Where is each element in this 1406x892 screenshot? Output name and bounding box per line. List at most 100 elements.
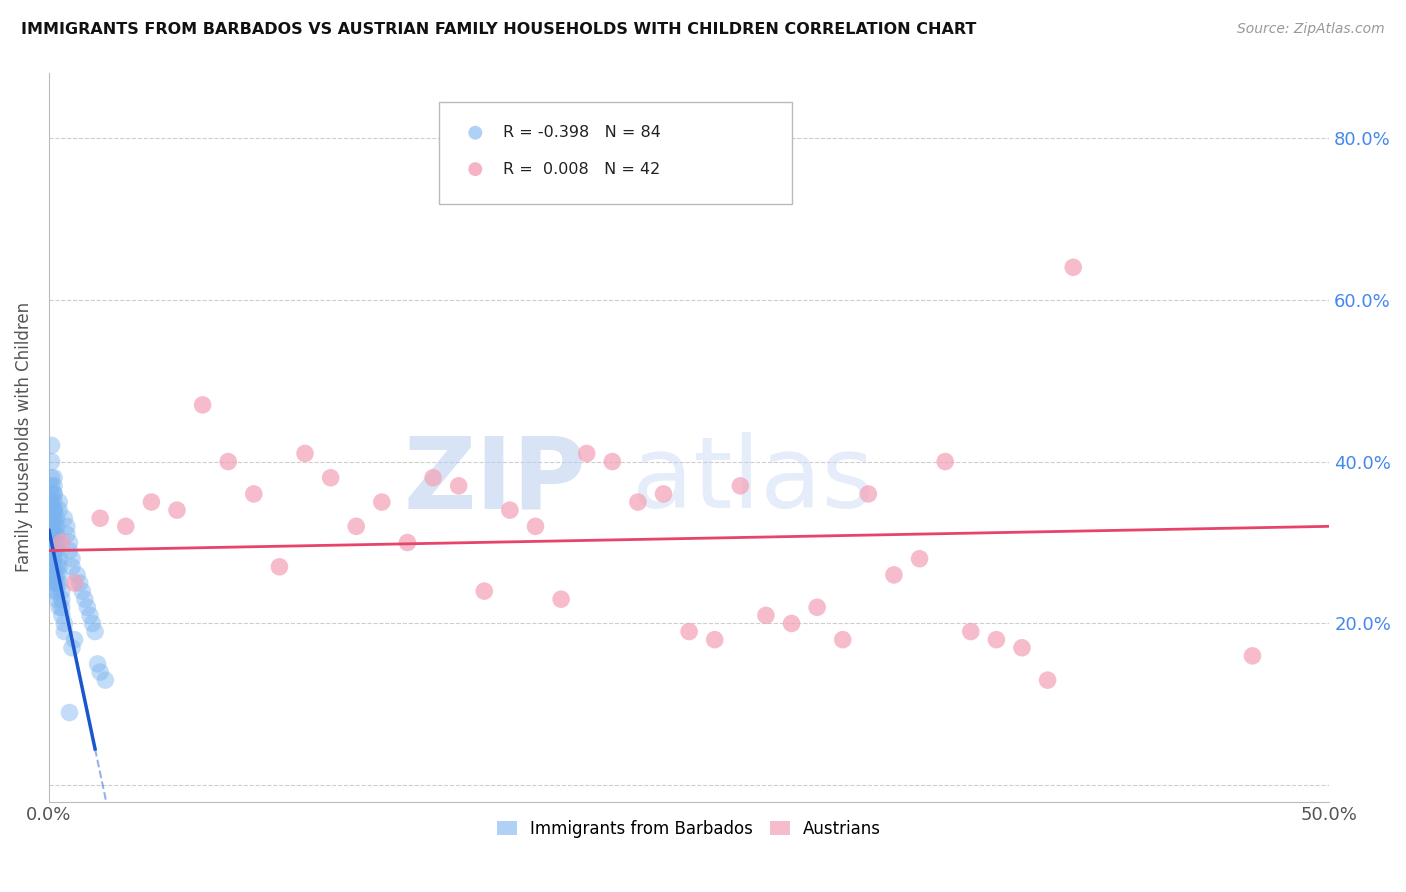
Point	[48, 576, 70, 591]
Point	[41, 527, 63, 541]
Point	[550, 592, 572, 607]
Point	[42, 471, 65, 485]
Point	[45, 568, 67, 582]
Point	[41, 519, 63, 533]
Point	[41, 568, 63, 582]
Point	[575, 446, 598, 460]
Point	[58, 543, 80, 558]
Point	[45, 584, 67, 599]
Point	[94, 673, 117, 687]
Point	[73, 592, 96, 607]
Point	[42, 568, 65, 582]
Point	[41, 471, 63, 485]
Point	[243, 487, 266, 501]
Point	[371, 495, 394, 509]
Text: atlas: atlas	[633, 433, 875, 530]
Point	[45, 535, 67, 549]
Point	[56, 527, 79, 541]
Point	[41, 479, 63, 493]
Point	[703, 632, 725, 647]
Point	[42, 551, 65, 566]
Point	[217, 454, 239, 468]
FancyBboxPatch shape	[440, 102, 792, 204]
Point	[908, 551, 931, 566]
Point	[422, 471, 444, 485]
Legend: Immigrants from Barbados, Austrians: Immigrants from Barbados, Austrians	[491, 813, 887, 844]
Point	[42, 535, 65, 549]
Point	[883, 568, 905, 582]
Point	[66, 568, 89, 582]
Point	[51, 608, 73, 623]
Point	[141, 495, 163, 509]
Point	[56, 519, 79, 533]
Point	[58, 535, 80, 549]
Point	[86, 657, 108, 671]
Point	[42, 527, 65, 541]
Point	[42, 559, 65, 574]
Point	[627, 495, 650, 509]
Point	[42, 503, 65, 517]
Point	[730, 479, 752, 493]
Point	[41, 438, 63, 452]
Point	[959, 624, 981, 639]
Point	[53, 511, 76, 525]
Point	[63, 632, 86, 647]
Point	[472, 584, 495, 599]
Point	[45, 527, 67, 541]
Point	[269, 559, 291, 574]
Y-axis label: Family Households with Children: Family Households with Children	[15, 302, 32, 573]
Point	[678, 624, 700, 639]
Point	[780, 616, 803, 631]
Point	[89, 665, 111, 679]
Point	[41, 511, 63, 525]
Point	[42, 511, 65, 525]
Point	[344, 519, 367, 533]
Point	[51, 584, 73, 599]
Point	[63, 576, 86, 591]
Point	[41, 535, 63, 549]
Point	[294, 446, 316, 460]
Text: R = -0.398   N = 84: R = -0.398 N = 84	[503, 125, 661, 140]
Point	[51, 592, 73, 607]
Point	[806, 600, 828, 615]
Point	[755, 608, 778, 623]
Point	[42, 503, 65, 517]
Point	[42, 543, 65, 558]
Point	[890, 35, 912, 49]
Point	[48, 600, 70, 615]
Point	[1036, 673, 1059, 687]
Point	[986, 632, 1008, 647]
Point	[41, 527, 63, 541]
Point	[45, 519, 67, 533]
Point	[60, 559, 83, 574]
Point	[45, 592, 67, 607]
Point	[858, 487, 880, 501]
Point	[652, 487, 675, 501]
Point	[41, 511, 63, 525]
Point	[60, 640, 83, 655]
Point	[41, 519, 63, 533]
Point	[42, 551, 65, 566]
Point	[41, 495, 63, 509]
Point	[45, 511, 67, 525]
Point	[42, 543, 65, 558]
Point	[45, 576, 67, 591]
Point	[51, 535, 73, 549]
Point	[1011, 640, 1033, 655]
Point	[41, 503, 63, 517]
Point	[42, 584, 65, 599]
Point	[48, 568, 70, 582]
Point	[42, 495, 65, 509]
Point	[41, 454, 63, 468]
Point	[76, 600, 98, 615]
Point	[51, 600, 73, 615]
Point	[45, 543, 67, 558]
Point	[79, 608, 101, 623]
Point	[890, 76, 912, 90]
Point	[524, 519, 547, 533]
Point	[41, 487, 63, 501]
Point	[48, 551, 70, 566]
Point	[166, 503, 188, 517]
Point	[48, 503, 70, 517]
Text: ZIP: ZIP	[404, 433, 586, 530]
